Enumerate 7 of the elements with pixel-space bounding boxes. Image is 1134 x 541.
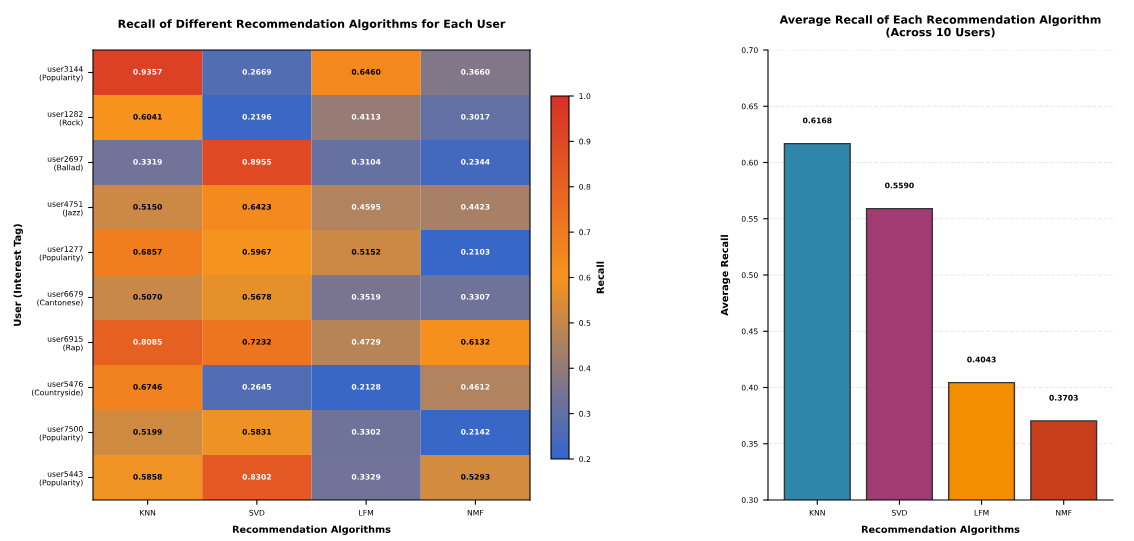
chart-title: Recall of Different Recommendation Algorithms for Each User (118, 19, 506, 31)
chart-title: Average Recall of Each Recommendation Algorithm (Across 10 Users) (779, 15, 1101, 38)
y-axis-title: Average Recall (720, 235, 731, 316)
x-axis-title: Recommendation Algorithms (232, 525, 391, 535)
x-axis-title: Recommendation Algorithms (861, 525, 1020, 535)
color-bar-title: Recall (596, 261, 604, 294)
y-axis-title: User (Interest Tag) (13, 224, 23, 326)
